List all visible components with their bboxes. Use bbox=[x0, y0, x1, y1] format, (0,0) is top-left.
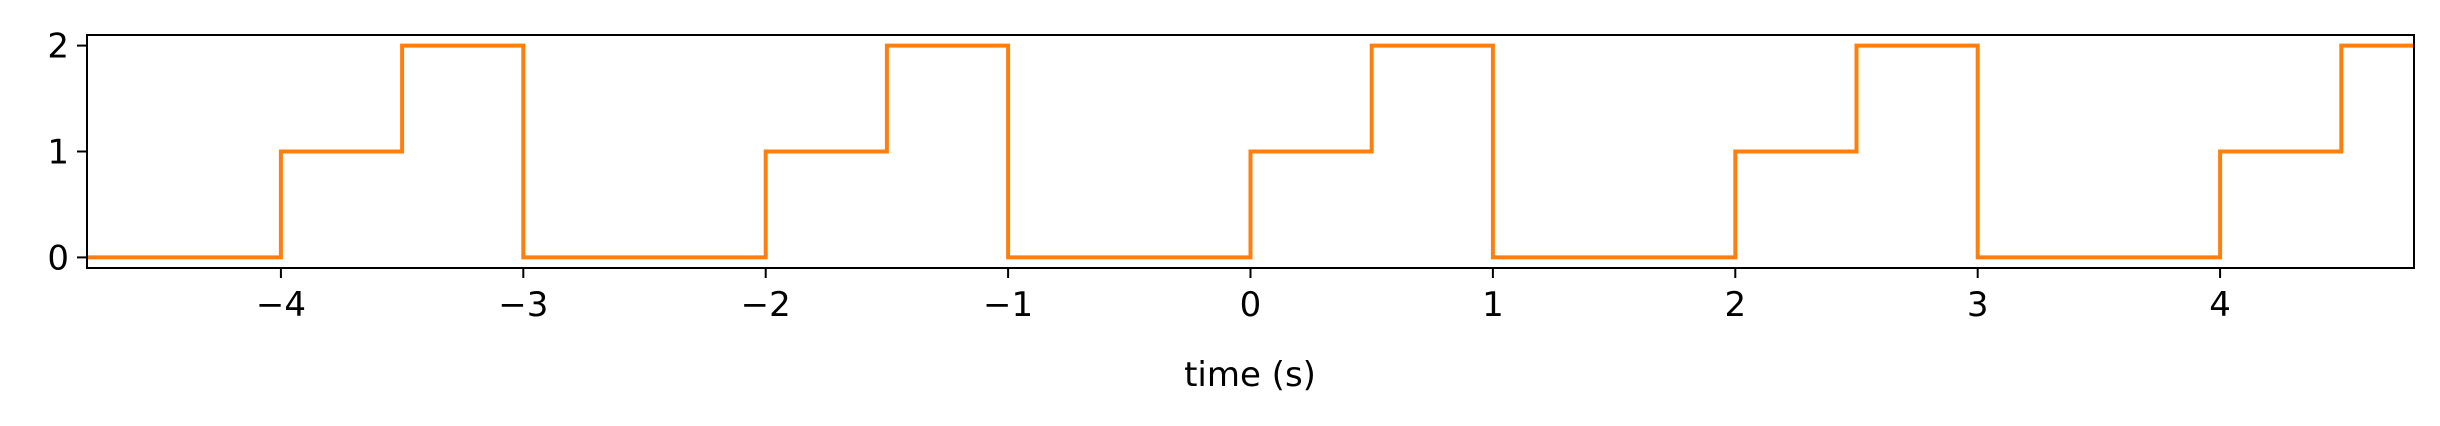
x-tick-label: 4 bbox=[2209, 285, 2231, 325]
x-tick-label: 1 bbox=[1482, 285, 1504, 325]
y-tick-label: 1 bbox=[47, 133, 69, 173]
plot-area bbox=[87, 43, 2414, 260]
x-tick-label: −1 bbox=[983, 285, 1033, 325]
y-axis: 0 1 2 bbox=[47, 27, 87, 278]
x-tick-label: 3 bbox=[1967, 285, 1989, 325]
series-line-0 bbox=[87, 43, 2414, 260]
y-tick-label: 2 bbox=[47, 27, 69, 67]
x-tick-label: −2 bbox=[741, 285, 791, 325]
x-tick-label: −4 bbox=[256, 285, 306, 325]
x-tick-label: −3 bbox=[498, 285, 548, 325]
x-tick-label: 2 bbox=[1724, 285, 1746, 325]
x-tick-label: 0 bbox=[1240, 285, 1262, 325]
x-axis: −4 −3 −2 −1 0 1 2 3 4 bbox=[256, 268, 2231, 325]
y-tick-label: 0 bbox=[47, 238, 69, 278]
plot-frame bbox=[86, 34, 2415, 269]
x-axis-label: time (s) bbox=[1184, 355, 1316, 395]
